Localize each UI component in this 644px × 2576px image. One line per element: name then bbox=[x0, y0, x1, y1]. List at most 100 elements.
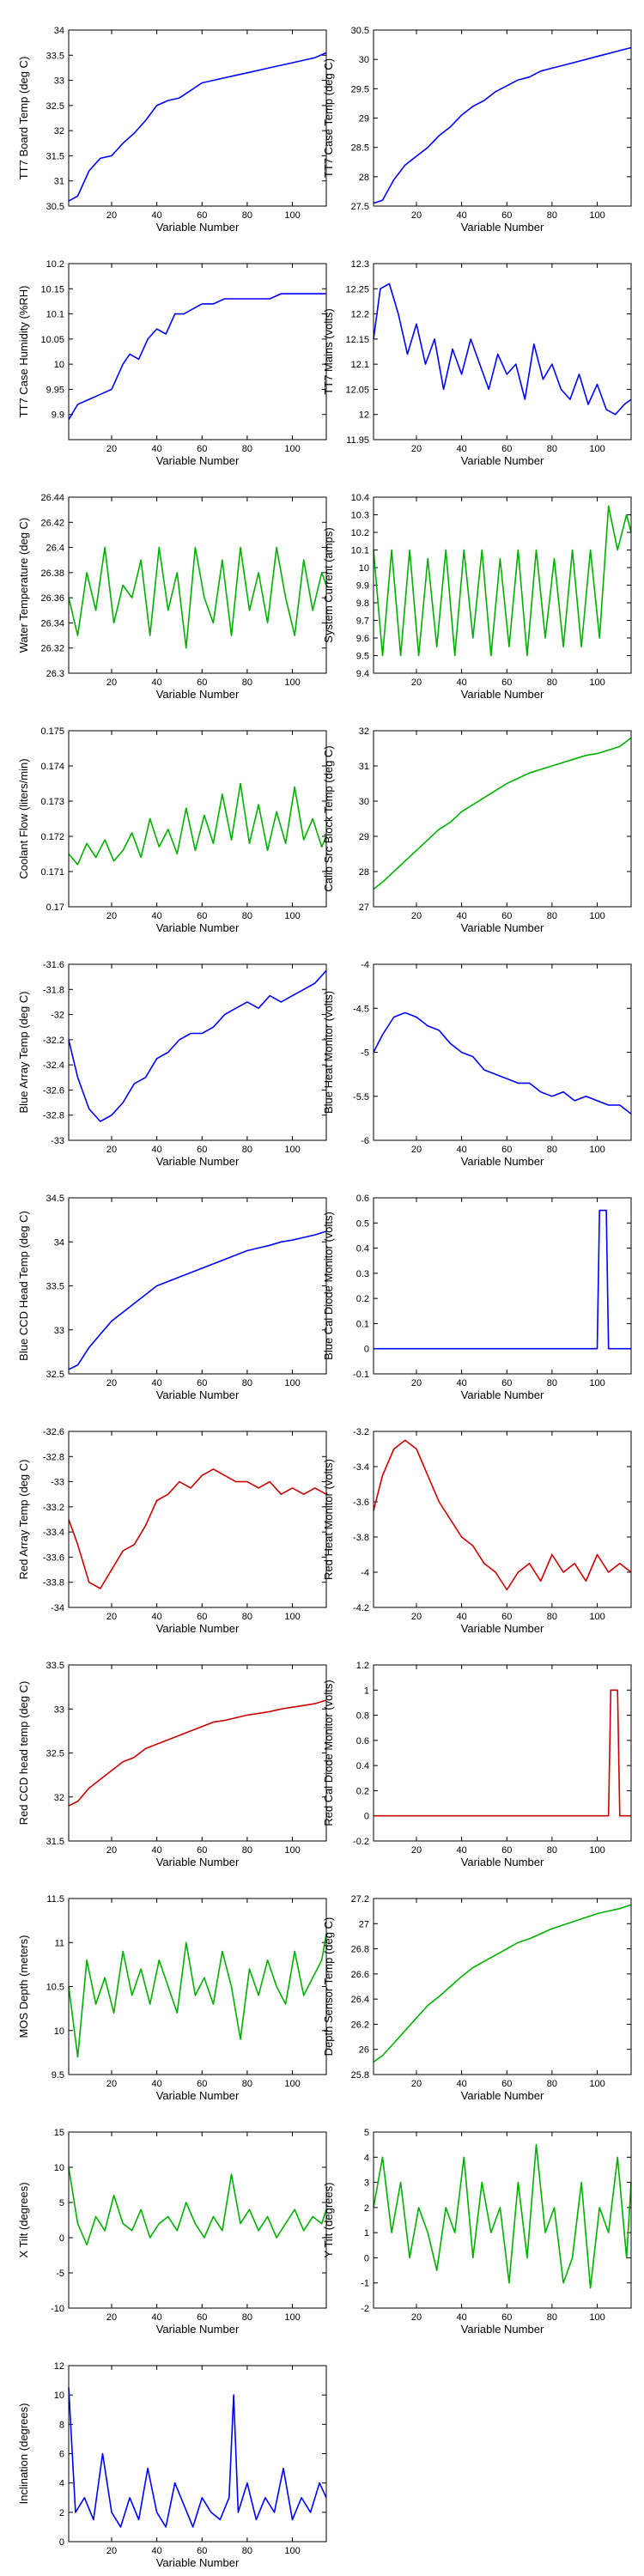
plot-frame bbox=[68, 730, 327, 908]
x-tick-label: 20 bbox=[411, 1145, 422, 1155]
y-tick-label: 0.175 bbox=[40, 726, 64, 737]
x-tick-label: 40 bbox=[152, 210, 162, 221]
y-tick-label: 9.9 bbox=[52, 410, 64, 421]
y-axis-label: Red CCD head temp (deg C) bbox=[17, 1681, 30, 1826]
chart-panel: 32.5 33 33.5 34 34.5 20 40 60 80 100 Variable Numb… bbox=[17, 1194, 327, 1401]
chart-panel: 9.5 10 10.5 11 11.5 20 40 60 80 100 Variable Numbe… bbox=[17, 1894, 327, 2102]
series-line bbox=[373, 1012, 632, 1115]
plot-frame bbox=[373, 496, 632, 674]
series-line bbox=[68, 2387, 327, 2528]
y-tick-label: 29.5 bbox=[351, 84, 369, 94]
x-tick-label: 20 bbox=[106, 1145, 117, 1155]
x-axis-label: Variable Number bbox=[461, 2089, 544, 2102]
y-axis-label: Y Tilt (degrees) bbox=[322, 2183, 335, 2258]
y-tick-label: -32.2 bbox=[43, 1036, 64, 1046]
y-tick-label: 10.15 bbox=[40, 284, 64, 295]
x-tick-label: 40 bbox=[152, 911, 162, 921]
chart-panel: 30.5 31 31.5 32 32.5 33 33.5 34 20 40 60 80 100 Varia… bbox=[17, 26, 327, 234]
x-tick-label: 20 bbox=[106, 210, 117, 221]
y-axis-label: TT7 Case Temp (deg C) bbox=[322, 58, 335, 178]
y-tick-label: -5 bbox=[361, 1048, 369, 1059]
y-tick-label: 33.5 bbox=[46, 1282, 64, 1292]
y-tick-label: -0.1 bbox=[353, 1370, 369, 1380]
y-tick-label: 31 bbox=[54, 177, 64, 187]
y-tick-label: 0.4 bbox=[356, 1244, 369, 1255]
series-line bbox=[68, 1699, 327, 1807]
y-axis-label: Calib Src Block Temp (deg C) bbox=[322, 745, 335, 891]
y-tick-label: 10.1 bbox=[351, 546, 369, 556]
series-line bbox=[68, 782, 327, 866]
y-tick-label: 5 bbox=[364, 2128, 369, 2138]
y-tick-label: 33 bbox=[54, 1326, 64, 1336]
y-tick-label: 32.5 bbox=[46, 101, 64, 112]
y-tick-label: 10.05 bbox=[40, 335, 64, 345]
y-axis-label: Coolant Flow (liters/min) bbox=[17, 758, 30, 878]
y-tick-label: 26.32 bbox=[40, 644, 64, 654]
x-tick-label: 100 bbox=[284, 1845, 300, 1856]
y-tick-label: 28.5 bbox=[351, 143, 369, 154]
y-tick-label: -1 bbox=[361, 2279, 369, 2289]
y-tick-label: 34.5 bbox=[46, 1194, 64, 1204]
x-tick-label: 20 bbox=[411, 1378, 422, 1388]
x-axis-label: Variable Number bbox=[461, 1388, 544, 1401]
x-tick-label: 100 bbox=[589, 2079, 605, 2089]
x-tick-label: 100 bbox=[284, 2312, 300, 2323]
y-tick-label: 33 bbox=[54, 76, 64, 87]
series-line bbox=[68, 1933, 327, 2058]
y-tick-label: 26.42 bbox=[40, 518, 64, 528]
chart-panel: 0.17 0.171 0.172 0.173 0.174 0.175 20 40 60 80 100… bbox=[17, 726, 327, 934]
y-tick-label: 33.5 bbox=[46, 51, 64, 61]
y-tick-label: 30 bbox=[359, 797, 369, 807]
x-tick-label: 60 bbox=[197, 2079, 207, 2089]
series-line bbox=[373, 1439, 632, 1591]
plot-frame bbox=[373, 263, 632, 440]
chart-panel: -2 -1 0 1 2 3 4 5 20 40 60 80 100 Variable Number Y Ti… bbox=[322, 2128, 632, 2336]
y-tick-label: 4 bbox=[364, 2153, 369, 2163]
y-tick-label: 10 bbox=[54, 2026, 64, 2037]
y-tick-label: 0 bbox=[59, 2233, 64, 2244]
x-axis-label: Variable Number bbox=[461, 221, 544, 234]
y-tick-label: 34 bbox=[54, 26, 64, 36]
y-tick-label: 10 bbox=[54, 2163, 64, 2173]
y-axis-label: Blue Heat Monitor (volts) bbox=[322, 991, 335, 1114]
y-tick-label: -4 bbox=[361, 960, 369, 970]
chart-panel: 31.5 32 32.5 33 33.5 20 40 60 80 100 Variable Numb… bbox=[17, 1661, 327, 1868]
x-tick-label: 20 bbox=[411, 1612, 422, 1622]
y-tick-label: 30.5 bbox=[46, 202, 64, 212]
plot-frame bbox=[373, 1197, 632, 1375]
y-tick-label: 0.17 bbox=[46, 902, 64, 913]
x-tick-label: 80 bbox=[242, 2546, 252, 2556]
x-tick-label: 100 bbox=[284, 1378, 300, 1388]
x-tick-label: 100 bbox=[589, 1612, 605, 1622]
x-tick-label: 80 bbox=[547, 911, 557, 921]
y-axis-label: MOS Depth (meters) bbox=[17, 1935, 30, 2038]
y-tick-label: 1 bbox=[364, 1686, 369, 1696]
y-tick-label: 0.171 bbox=[40, 867, 64, 878]
y-tick-label: 2 bbox=[364, 2203, 369, 2214]
x-tick-label: 60 bbox=[501, 2079, 512, 2089]
chart-panel: 27 28 29 30 31 32 20 40 60 80 100 Variable Number Ca… bbox=[322, 726, 632, 934]
series-line bbox=[68, 1230, 327, 1370]
x-tick-label: 20 bbox=[411, 2312, 422, 2323]
x-tick-label: 40 bbox=[457, 1612, 467, 1622]
y-tick-label: -3.6 bbox=[353, 1498, 369, 1508]
y-tick-label: -32.6 bbox=[43, 1085, 64, 1096]
y-tick-label: 30.5 bbox=[351, 26, 369, 36]
x-tick-label: 80 bbox=[547, 677, 557, 688]
x-tick-label: 60 bbox=[501, 911, 512, 921]
x-axis-label: Variable Number bbox=[461, 1155, 544, 1168]
plot-frame bbox=[373, 1898, 632, 2075]
x-tick-label: 60 bbox=[197, 2546, 207, 2556]
y-tick-label: -3.4 bbox=[353, 1462, 369, 1473]
chart-panel: -34 -33.8 -33.6 -33.4 -33.2 -33 -32.8 -32.6 20 40… bbox=[17, 1427, 327, 1635]
x-tick-label: 80 bbox=[547, 1845, 557, 1856]
y-axis-label: Depth Sensor Temp (deg C) bbox=[322, 1917, 335, 2057]
y-axis-label: Red Heat Monitor (volts) bbox=[322, 1459, 335, 1580]
y-tick-label: 10 bbox=[54, 2391, 64, 2401]
x-tick-label: 80 bbox=[547, 2079, 557, 2089]
y-tick-label: 0.2 bbox=[356, 1294, 369, 1304]
y-tick-label: 9.9 bbox=[356, 581, 369, 592]
x-tick-label: 20 bbox=[106, 1378, 117, 1388]
chart-panel: 9.9 9.95 10 10.05 10.1 10.15 10.2 20 40 60 80 100 Va… bbox=[17, 259, 327, 467]
y-tick-label: 12.05 bbox=[345, 385, 369, 395]
